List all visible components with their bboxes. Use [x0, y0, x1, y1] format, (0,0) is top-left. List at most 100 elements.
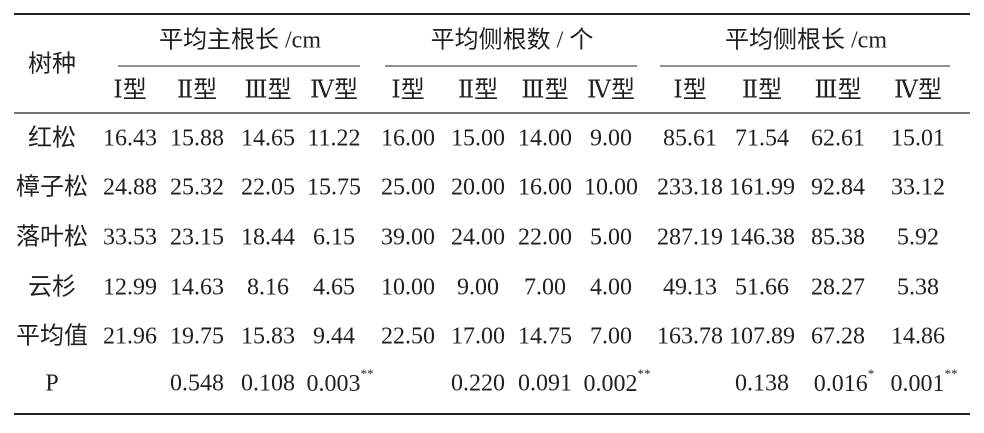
cell: 5.00	[590, 225, 632, 251]
cell: 287.19	[657, 225, 723, 251]
cell: 161.99	[729, 175, 795, 201]
cell: 23.15	[170, 225, 224, 251]
significance-mark: *	[868, 366, 875, 381]
cell: 9.00	[457, 275, 499, 301]
cell: 51.66	[735, 275, 789, 301]
cell: 16.00	[381, 126, 435, 152]
row-header: 云杉	[28, 274, 76, 301]
cell: 67.28	[811, 324, 865, 350]
cell: 17.00	[451, 324, 505, 350]
row-header: 落叶松	[16, 224, 88, 251]
cell: 8.16	[247, 275, 289, 301]
cell: 10.00	[381, 275, 435, 301]
cell-value: 0.002	[584, 371, 638, 397]
cell: 0.016*	[814, 366, 875, 397]
cell: 4.65	[313, 275, 355, 301]
cell: 22.05	[241, 175, 295, 201]
cell: 22.50	[381, 324, 435, 350]
cell: 25.32	[170, 175, 224, 201]
cell: 5.92	[897, 225, 939, 251]
cell: 15.88	[170, 126, 224, 152]
cell: 0.091	[518, 371, 572, 397]
cell: 22.00	[518, 225, 572, 251]
cell: 14.00	[518, 126, 572, 152]
cell: 146.38	[729, 225, 795, 251]
cell: 15.00	[451, 126, 505, 152]
cell: 107.89	[729, 324, 795, 350]
cell: 11.22	[307, 126, 360, 152]
cell: 0.002**	[584, 366, 651, 397]
cell: 18.44	[241, 225, 295, 251]
column-header: Ⅲ型	[244, 77, 291, 104]
cell: 16.43	[103, 126, 157, 152]
group-header: 平均侧根数 / 个	[431, 27, 594, 54]
cell: 92.84	[811, 175, 865, 201]
row-header: 樟子松	[16, 174, 88, 201]
cell: 19.75	[170, 324, 224, 350]
cell: 14.75	[518, 324, 572, 350]
significance-mark: **	[361, 366, 374, 381]
cell: 6.15	[313, 225, 355, 251]
cell: 0.548	[170, 371, 224, 397]
column-header: Ⅱ型	[458, 77, 498, 104]
row-header: 红松	[28, 125, 76, 152]
cell: 0.220	[451, 371, 505, 397]
cell: 233.18	[657, 175, 723, 201]
cell: 14.65	[241, 126, 295, 152]
column-header: Ⅳ型	[587, 77, 635, 104]
cell: 10.00	[584, 175, 638, 201]
cell: 4.00	[590, 275, 632, 301]
cell: 9.00	[590, 126, 632, 152]
cell: 20.00	[451, 175, 505, 201]
cell-value: 0.003	[307, 371, 361, 397]
group-header: 平均侧根长 /cm	[725, 27, 887, 54]
cell: 163.78	[657, 324, 723, 350]
cell: 7.00	[590, 324, 632, 350]
cell: 71.54	[735, 126, 789, 152]
cell: 15.83	[241, 324, 295, 350]
column-header: Ⅱ型	[177, 77, 217, 104]
cell: 14.63	[170, 275, 224, 301]
corner-header: 树种	[28, 51, 76, 78]
column-header: Ⅰ型	[673, 77, 706, 104]
cell: 15.01	[891, 126, 945, 152]
cell: 25.00	[381, 175, 435, 201]
cell: 5.38	[897, 275, 939, 301]
cell: 49.13	[663, 275, 717, 301]
cell: 24.88	[103, 175, 157, 201]
cell: 21.96	[103, 324, 157, 350]
significance-mark: **	[638, 366, 651, 381]
row-header: 平均值	[16, 323, 88, 350]
cell: 33.53	[103, 225, 157, 251]
column-header: Ⅱ型	[742, 77, 782, 104]
column-header: Ⅳ型	[310, 77, 358, 104]
row-header: P	[45, 371, 58, 397]
cell: 9.44	[313, 324, 355, 350]
cell: 16.00	[518, 175, 572, 201]
cell: 12.99	[103, 275, 157, 301]
column-header: Ⅲ型	[814, 77, 861, 104]
cell: 0.003**	[307, 366, 374, 397]
column-header: Ⅲ型	[521, 77, 568, 104]
cell: 62.61	[811, 126, 865, 152]
cell: 33.12	[891, 175, 945, 201]
cell: 24.00	[451, 225, 505, 251]
column-header: Ⅳ型	[894, 77, 942, 104]
group-header: 平均主根长 /cm	[159, 27, 321, 54]
cell: 0.138	[735, 371, 789, 397]
cell: 85.38	[811, 225, 865, 251]
cell: 85.61	[663, 126, 717, 152]
cell: 15.75	[307, 175, 361, 201]
cell: 0.108	[241, 371, 295, 397]
cell: 14.86	[891, 324, 945, 350]
cell-value: 0.001	[891, 371, 945, 397]
cell: 28.27	[811, 275, 865, 301]
cell-value: 0.016	[814, 371, 868, 397]
cell: 0.001**	[891, 366, 958, 397]
cell: 39.00	[381, 225, 435, 251]
column-header: Ⅰ型	[113, 77, 146, 104]
cell: 7.00	[524, 275, 566, 301]
significance-mark: **	[945, 366, 958, 381]
column-header: Ⅰ型	[391, 77, 424, 104]
